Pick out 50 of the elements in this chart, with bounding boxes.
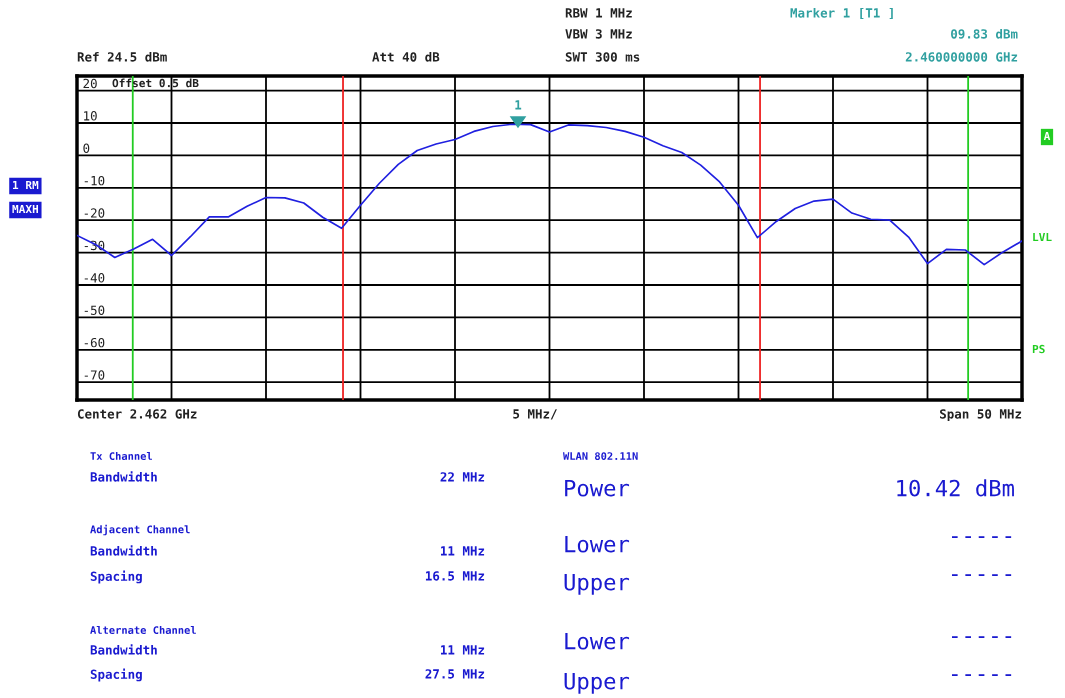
text: WLAN 802.11N [563,452,638,461]
text: ----- [951,574,1012,576]
text: Spacing [90,570,142,584]
text: Span 50 MHz [940,409,1022,422]
y-tick-label: -10 [84,175,105,186]
text: ----- [951,674,1012,676]
text: 09.83 dBm [951,28,1018,39]
text: Tx Channel [90,451,153,461]
y-tick-label: -40 [84,273,105,283]
text: Bandwidth [90,545,157,556]
text: 2.460000000 GHz [905,52,1018,62]
text: Marker 1 [T1 ] [790,7,893,20]
text: Alternate Channel [90,625,196,635]
text: SWT 300 ms [565,52,640,62]
y-tick-label: 20 [83,78,97,89]
y-tick-label: -60 [84,337,105,348]
text: Bandwidth [90,644,157,655]
text: Upper [564,672,630,694]
text: Bandwidth [90,471,157,482]
y-tick-label: 10 [84,111,97,121]
text: Power [565,479,630,497]
text: ----- [951,536,1012,538]
text: 22 MHz [440,472,485,482]
y-tick-label: -20 [84,208,105,218]
y-tick-label: -70 [84,370,105,380]
text: 1 RM [13,180,39,190]
text: 5 MHz/ [513,409,557,420]
text: Att 40 dB [372,51,440,62]
text: 10.42 dBm [897,479,1014,497]
text: ----- [951,636,1012,638]
y-tick-label: -50 [84,305,105,315]
text: LVL [1033,232,1052,242]
text: PS [1032,344,1045,354]
text: Ref 24.5 dBm [77,51,167,62]
text: MAXH [12,204,39,214]
text: RBW 1 MHz [565,8,632,18]
text: VBW 3 MHz [565,29,632,39]
text: 11 MHz [441,645,485,655]
text: A [1043,131,1051,141]
text: Lower [565,535,630,553]
text: Adjacent Channel [90,524,190,536]
text: 16.5 MHz [425,571,485,581]
text: Lower [565,632,630,650]
text: 27.5 MHz [425,669,485,679]
text: Upper [564,573,630,595]
text: 11 MHz [441,546,485,556]
annotation: 1 [515,100,522,110]
y-tick-label: 0 [83,143,90,153]
text: Center 2.462 GHz [77,409,197,419]
text: Spacing [90,668,142,682]
